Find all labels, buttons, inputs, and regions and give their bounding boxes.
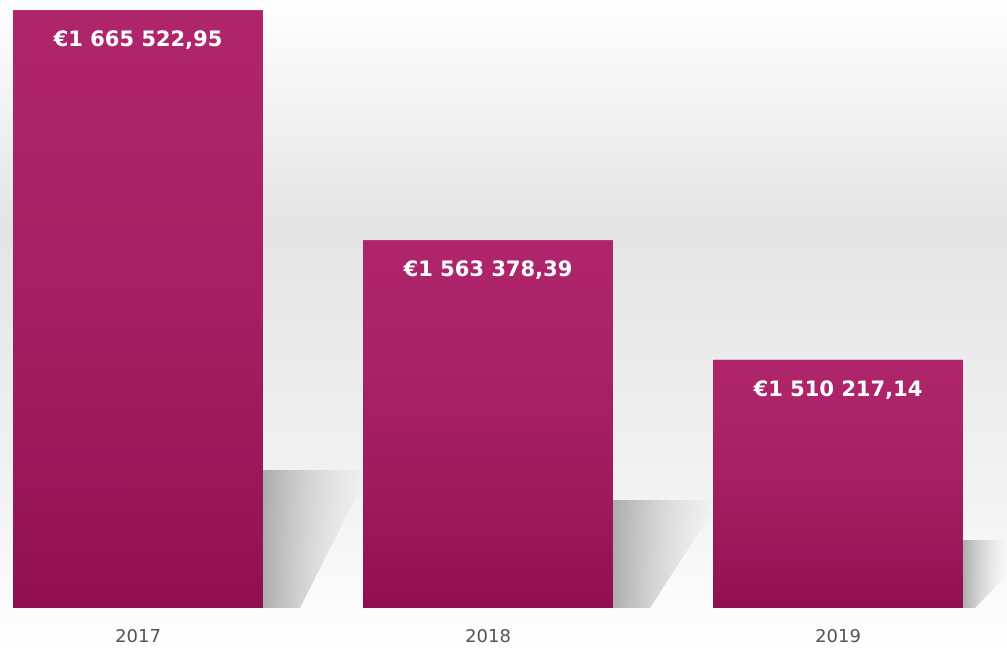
x-tick-label: 2019	[815, 626, 861, 647]
bar-shadow	[963, 540, 1007, 608]
bar-shade	[713, 359, 963, 608]
value-label: €1 510 217,14	[753, 377, 923, 401]
value-label: €1 563 378,39	[403, 257, 573, 281]
bar-shadow	[263, 470, 370, 608]
bar-shade	[363, 240, 613, 608]
x-tick-label: 2017	[115, 626, 161, 647]
bar-shade	[13, 10, 263, 608]
x-tick-label: 2018	[465, 626, 511, 647]
bar-shadow	[613, 500, 720, 608]
bars: €1 665 522,95 2017 €1 563 378,39 2018 €1 510…	[13, 10, 963, 647]
value-label: €1 665 522,95	[53, 27, 223, 51]
